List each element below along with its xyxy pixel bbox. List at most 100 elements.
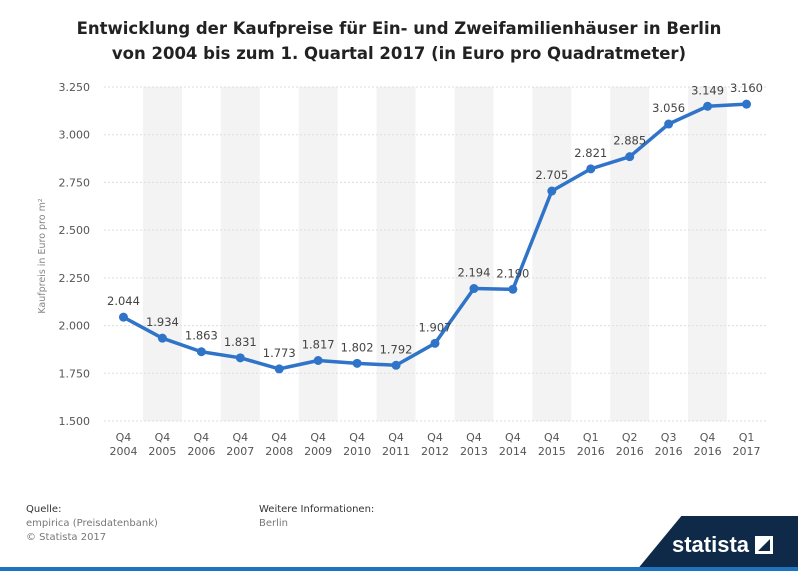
data-point: [742, 99, 752, 109]
data-point: [118, 312, 128, 322]
data-label: 2.194: [457, 266, 490, 280]
x-tick-label: 2009: [304, 445, 332, 458]
x-tick-label: 2017: [733, 445, 761, 458]
x-tick-label: Q1: [739, 431, 755, 444]
x-tick-label: 2007: [226, 445, 254, 458]
data-point: [235, 353, 245, 363]
more-info-label: Weitere Informationen:: [259, 504, 375, 515]
x-tick-label: Q2: [622, 431, 638, 444]
x-tick-label: Q3: [661, 431, 677, 444]
x-tick-label: Q4: [700, 431, 716, 444]
column-band: [298, 87, 338, 421]
x-tick-label: 2005: [148, 445, 176, 458]
x-tick-label: 2016: [577, 445, 605, 458]
x-tick-label: 2008: [265, 445, 293, 458]
data-label: 1.817: [302, 337, 335, 351]
y-tick-label: 1.750: [59, 367, 91, 380]
data-point: [703, 101, 713, 111]
y-tick-label: 3.250: [59, 81, 91, 94]
data-point: [547, 186, 557, 196]
data-point: [313, 355, 323, 365]
more-info-block: Weitere Informationen: Berlin: [259, 503, 374, 531]
data-point: [586, 164, 596, 174]
y-tick-label: 2.250: [59, 272, 91, 285]
chart-title-line-1: Entwicklung der Kaufpreise für Ein- und …: [76, 19, 722, 38]
x-tick-label: Q4: [155, 431, 171, 444]
copyright: © Statista 2017: [26, 532, 107, 543]
column-band: [532, 87, 572, 421]
x-tick-label: 2004: [109, 445, 137, 458]
column-band: [376, 87, 416, 421]
data-point: [274, 364, 284, 374]
x-tick-label: 2015: [538, 445, 566, 458]
data-point: [469, 284, 479, 294]
more-info-value: Berlin: [259, 518, 289, 529]
data-label: 3.149: [691, 83, 724, 97]
column-band: [142, 87, 182, 421]
data-label: 1.863: [185, 329, 218, 343]
x-tick-label: Q4: [466, 431, 482, 444]
statista-logo[interactable]: statista: [672, 530, 782, 560]
data-label: 3.160: [730, 81, 763, 95]
x-tick-label: Q4: [427, 431, 443, 444]
x-tick-label: 2010: [343, 445, 371, 458]
x-tick-label: Q4: [349, 431, 365, 444]
chart-title-line-2: von 2004 bis zum 1. Quartal 2017 (in Eur…: [111, 44, 687, 63]
column-band: [688, 87, 728, 421]
x-tick-label: 2012: [421, 445, 449, 458]
data-point: [157, 333, 167, 343]
x-tick-label: Q4: [310, 431, 326, 444]
column-band: [610, 87, 650, 421]
bottom-accent-line: [0, 567, 798, 571]
x-tick-label: Q4: [544, 431, 560, 444]
data-point: [508, 284, 518, 294]
data-point: [625, 152, 635, 162]
x-tick-label: Q4: [194, 431, 210, 444]
data-label: 1.831: [224, 335, 257, 349]
data-label: 2.190: [496, 266, 529, 280]
source-value: empirica (Preisdatenbank): [26, 518, 158, 529]
y-tick-label: 3.000: [59, 129, 91, 142]
data-label: 1.907: [419, 320, 452, 334]
y-tick-label: 1.500: [59, 415, 91, 428]
x-tick-label: 2016: [616, 445, 644, 458]
logo-text: statista: [672, 532, 750, 557]
chart-title: Entwicklung der Kaufpreise für Ein- und …: [0, 16, 798, 66]
x-tick-label: 2006: [187, 445, 215, 458]
x-tick-label: Q4: [232, 431, 248, 444]
x-tick-label: Q1: [583, 431, 599, 444]
column-band: [454, 87, 494, 421]
data-label: 2.044: [107, 294, 140, 308]
data-label: 2.885: [613, 134, 646, 148]
data-label: 2.705: [535, 168, 568, 182]
data-point: [352, 358, 362, 368]
logo-mark-icon: [755, 536, 774, 554]
x-tick-label: 2011: [382, 445, 410, 458]
x-tick-label: Q4: [505, 431, 521, 444]
y-tick-label: 2.000: [59, 320, 91, 333]
source-label: Quelle:: [26, 504, 62, 515]
data-point: [196, 347, 206, 357]
x-tick-label: 2016: [655, 445, 683, 458]
data-label: 3.056: [652, 101, 685, 115]
x-tick-label: 2016: [694, 445, 722, 458]
source-block: Quelle: empirica (Preisdatenbank) © Stat…: [26, 503, 158, 545]
x-tick-label: 2013: [460, 445, 488, 458]
data-label: 1.802: [341, 340, 374, 354]
x-tick-label: Q4: [271, 431, 287, 444]
data-point: [391, 360, 401, 370]
column-band: [220, 87, 260, 421]
data-label: 1.934: [146, 315, 179, 329]
data-point: [664, 119, 674, 129]
y-tick-label: 2.750: [59, 176, 91, 189]
x-tick-label: 2014: [499, 445, 527, 458]
x-tick-label: Q4: [388, 431, 404, 444]
y-tick-label: 2.500: [59, 224, 91, 237]
y-axis-label: Kaufpreis in Euro pro m²: [37, 198, 48, 313]
data-point: [430, 338, 440, 348]
data-label: 1.792: [380, 342, 413, 356]
data-label: 1.773: [263, 346, 296, 360]
data-label: 2.821: [574, 146, 607, 160]
x-tick-label: Q4: [116, 431, 132, 444]
